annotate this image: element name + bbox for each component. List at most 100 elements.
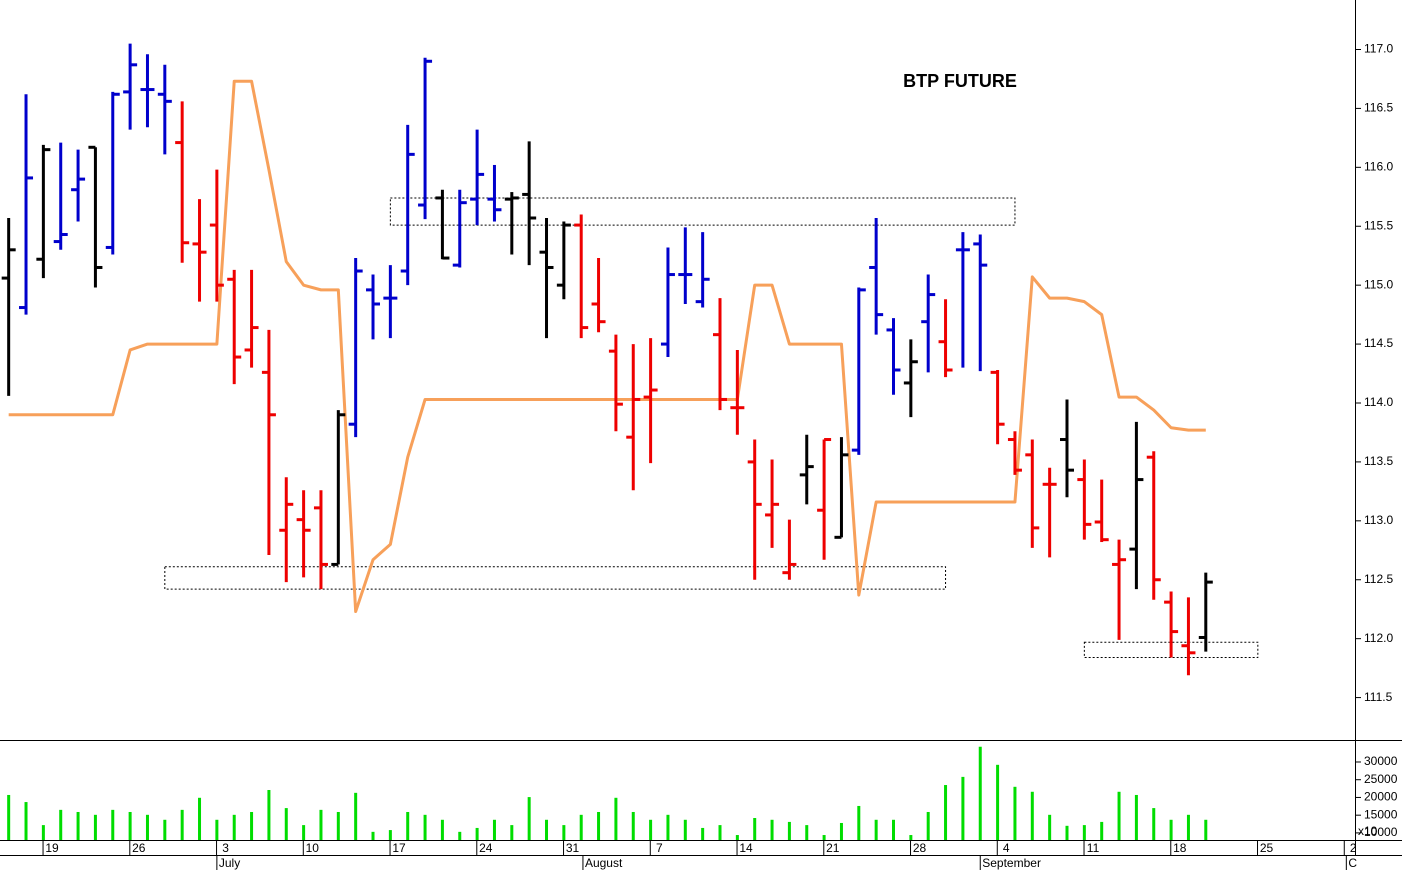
x-tick-label: 24 [479,841,493,855]
y-tick-label: 10000 [1364,825,1398,839]
volume-bar [1186,814,1190,840]
volume-bar [718,825,722,840]
y-tick-label: 25000 [1364,772,1398,786]
volume-bar [1152,808,1156,840]
y-tick-label: 113.5 [1364,454,1393,468]
month-label: C [1348,856,1357,870]
y-tick-label: 114.0 [1364,395,1393,409]
volume-bar [59,809,63,840]
x-tick-label: 19 [45,841,59,855]
volume-bar [388,830,392,840]
volume-bar [111,809,115,840]
volume-bar [24,802,28,840]
volume-bar [839,822,843,840]
volume-bar [683,819,687,840]
x-tick-label: 10 [306,841,320,855]
x-tick-label: 18 [1173,841,1187,855]
x-tick-label: 31 [566,841,580,855]
x-tick-label: 7 [656,841,663,855]
zone-box [164,566,947,590]
volume-bar [805,825,809,840]
volume-bar [354,792,358,840]
axis-note: x10 [1358,824,1378,838]
volume-bar [926,811,930,840]
volume-bar [336,811,340,840]
volume-bar [1169,819,1173,840]
x-tick-label: 28 [913,841,927,855]
volume-bar [1204,819,1208,840]
zone-box [1083,641,1259,659]
volume-bar [944,785,948,840]
x-tick-label: 14 [739,841,753,855]
volume-bar [232,814,236,840]
volume-bar [492,819,496,840]
volume-bar [284,808,288,840]
volume-bar [787,821,791,840]
volume-bar [1117,791,1121,840]
x-tick-label: 3 [222,841,229,855]
indicator-line [8,79,1206,614]
month-label: August [585,856,623,870]
volume-bar [770,819,774,840]
volume-bar [41,825,45,840]
volume-bar [857,805,861,840]
volume-bar [93,814,97,840]
volume-bar [250,811,254,840]
y-tick-label: 20000 [1364,790,1398,804]
volume-bar [128,811,132,840]
volume-bar [1082,825,1086,840]
volume-bar [267,790,271,840]
volume-bar [822,835,826,840]
volume-bar [909,835,913,840]
y-tick-label: 15000 [1364,807,1398,821]
zone-box [389,197,1016,226]
volume-bar [961,776,965,840]
y-tick-label: 112.5 [1364,572,1393,586]
volume-bar [198,797,202,840]
volume-bar [440,819,444,840]
volume-bar [1013,786,1017,840]
y-tick-label: 117.0 [1364,42,1393,56]
volume-bar [527,797,531,840]
volume-bar [597,811,601,840]
volume-bar [579,814,583,840]
volume-bar [666,814,670,840]
volume-bar [1134,794,1138,840]
y-tick-label: 113.0 [1364,513,1393,527]
volume-bar [996,764,1000,840]
volume-bar [1100,821,1104,840]
volume-bar [874,819,878,840]
x-tick-label: 11 [1087,841,1100,855]
y-tick-label: 115.0 [1364,277,1393,291]
y-tick-label: 112.0 [1364,631,1393,645]
volume-bar [215,819,219,840]
volume-bar [458,831,462,840]
volume-bar [510,825,514,840]
y-tick-label: 116.0 [1364,159,1393,173]
x-tick-label: 21 [826,841,840,855]
y-tick-label: 116.5 [1364,101,1393,115]
volume-bar [978,746,982,840]
x-tick-label: 17 [392,841,406,855]
chart-title: BTP FUTURE [903,71,1017,91]
volume-bar [649,819,653,840]
x-tick-label: 2 [1350,841,1357,855]
y-tick-label: 30000 [1364,754,1398,768]
volume-bar [892,819,896,840]
volume-bar [475,827,479,840]
volume-bar [545,819,549,840]
y-tick-label: 114.5 [1364,336,1393,350]
volume-bar [1030,791,1034,840]
volume-bar [163,819,167,840]
y-tick-label: 115.5 [1364,218,1393,232]
volume-bar [76,811,80,840]
volume-bar [701,827,705,840]
volume-bar [180,809,184,840]
month-label: September [982,856,1041,870]
volume-bar [631,811,635,840]
volume-bar [7,794,11,840]
volume-bar [614,797,618,840]
x-tick-label: 26 [132,841,146,855]
